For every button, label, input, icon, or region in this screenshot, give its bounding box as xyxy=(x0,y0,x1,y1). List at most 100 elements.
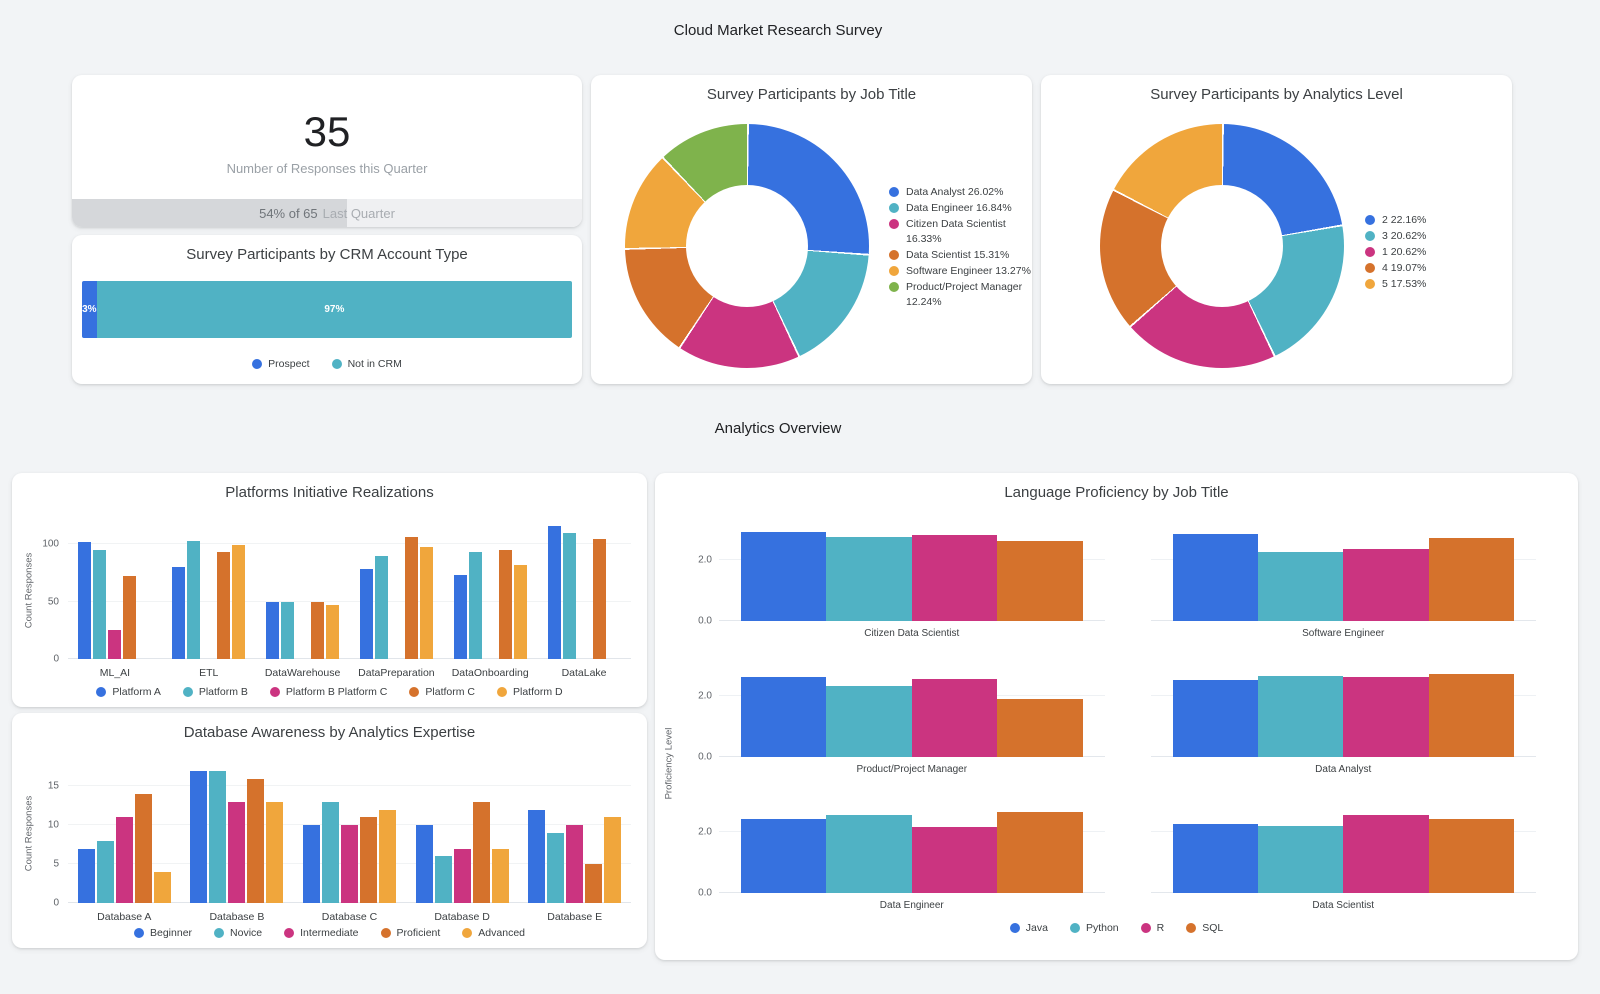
bar[interactable] xyxy=(592,539,606,659)
bar[interactable] xyxy=(232,545,246,659)
bar[interactable] xyxy=(209,770,227,903)
bar[interactable] xyxy=(1343,677,1429,757)
bar[interactable] xyxy=(1172,533,1258,621)
bar[interactable] xyxy=(217,552,231,659)
bar[interactable] xyxy=(472,801,490,903)
facet-bars xyxy=(741,529,1083,621)
bar[interactable] xyxy=(228,801,246,903)
facet-label: Citizen Data Scientist xyxy=(864,628,960,639)
bar[interactable] xyxy=(741,532,827,621)
legend-dot xyxy=(380,928,391,938)
bar[interactable] xyxy=(997,541,1083,621)
bar[interactable] xyxy=(468,552,482,659)
bar[interactable] xyxy=(491,848,509,903)
language-proficiency-card: Language Proficiency by Job Title Profic… xyxy=(655,473,1578,960)
bar[interactable] xyxy=(1343,548,1429,621)
bar[interactable] xyxy=(1428,819,1514,893)
bar[interactable] xyxy=(1257,675,1344,757)
bar[interactable] xyxy=(93,549,107,659)
bar[interactable] xyxy=(741,677,827,757)
legend-item: Novice xyxy=(214,927,262,939)
legend-dot xyxy=(889,187,899,197)
bar[interactable] xyxy=(78,541,92,659)
bar[interactable] xyxy=(1343,814,1429,893)
legend-dot xyxy=(889,219,899,229)
bar-segment[interactable]: 3% xyxy=(82,281,97,338)
plot-area: 0 50 100 xyxy=(42,521,631,665)
bar[interactable] xyxy=(1428,674,1514,757)
donut-chart[interactable] xyxy=(625,124,869,368)
bar[interactable] xyxy=(997,698,1083,757)
bar[interactable] xyxy=(340,825,358,903)
bar[interactable] xyxy=(302,825,320,903)
bar[interactable] xyxy=(434,856,452,903)
bar[interactable] xyxy=(604,817,622,903)
bar[interactable] xyxy=(1172,680,1258,757)
bar[interactable] xyxy=(911,678,998,757)
legend-label: SQL xyxy=(1202,922,1224,934)
bar[interactable] xyxy=(415,825,433,903)
scorecard-progress-bar: 54% of 65 Last Quarter xyxy=(72,199,582,227)
bar[interactable] xyxy=(826,686,912,757)
bar[interactable] xyxy=(115,817,133,903)
bar-segment[interactable]: 97% xyxy=(96,281,572,338)
bar[interactable] xyxy=(826,814,912,893)
legend-item: 4 19.07% xyxy=(1365,261,1495,276)
bar[interactable] xyxy=(453,848,471,903)
bar[interactable] xyxy=(311,601,325,659)
bar[interactable] xyxy=(562,532,576,659)
bar[interactable] xyxy=(566,825,584,903)
bar[interactable] xyxy=(153,871,171,903)
bar[interactable] xyxy=(281,601,295,659)
bar[interactable] xyxy=(172,567,186,659)
bar[interactable] xyxy=(1257,552,1344,621)
bar[interactable] xyxy=(826,536,912,621)
bar[interactable] xyxy=(326,604,340,659)
bar[interactable] xyxy=(404,537,418,659)
facet-plot: 0.0 2.0 xyxy=(698,801,1105,899)
bar[interactable] xyxy=(453,575,467,659)
bar[interactable] xyxy=(247,778,265,903)
legend-item: Platform D xyxy=(496,686,563,698)
bar[interactable] xyxy=(321,801,339,903)
chart-title: Survey Participants by CRM Account Type xyxy=(186,246,468,263)
bar[interactable] xyxy=(359,817,377,903)
bar[interactable] xyxy=(190,770,208,903)
bar[interactable] xyxy=(419,547,433,659)
bar[interactable] xyxy=(997,811,1083,893)
bar[interactable] xyxy=(1172,824,1258,893)
bar[interactable] xyxy=(528,809,546,903)
chart-title: Survey Participants by Job Title xyxy=(706,86,917,103)
bar[interactable] xyxy=(266,601,280,659)
bar[interactable] xyxy=(108,630,122,659)
bar[interactable] xyxy=(134,794,152,903)
bar[interactable] xyxy=(547,525,561,659)
legend-item: Platform B Platform C xyxy=(269,686,387,698)
bar[interactable] xyxy=(741,819,827,893)
bar[interactable] xyxy=(77,848,95,903)
bar[interactable] xyxy=(911,535,998,621)
bar[interactable] xyxy=(266,801,284,903)
bar[interactable] xyxy=(513,564,527,659)
language-facet: Data Analyst xyxy=(1150,665,1536,775)
bar[interactable] xyxy=(96,840,114,903)
bar[interactable] xyxy=(374,555,388,659)
legend-label: 1 20.62% xyxy=(1382,246,1427,258)
bar[interactable] xyxy=(547,833,565,903)
donut-chart[interactable] xyxy=(1100,124,1344,368)
y-axis-title-text: Count Responses xyxy=(23,795,35,871)
bar[interactable] xyxy=(1428,538,1514,621)
bar-group xyxy=(162,521,256,659)
bar[interactable] xyxy=(498,549,512,659)
legend-dot xyxy=(889,250,899,260)
bar[interactable] xyxy=(187,540,201,659)
bar[interactable] xyxy=(123,576,137,659)
bar[interactable] xyxy=(1257,825,1344,893)
y-tick-label: 100 xyxy=(42,538,59,550)
bar[interactable] xyxy=(585,864,603,903)
bar[interactable] xyxy=(359,569,373,659)
bar[interactable] xyxy=(911,827,998,893)
legend-dot xyxy=(134,928,144,938)
legend-dot xyxy=(214,928,225,938)
bar[interactable] xyxy=(378,809,396,903)
